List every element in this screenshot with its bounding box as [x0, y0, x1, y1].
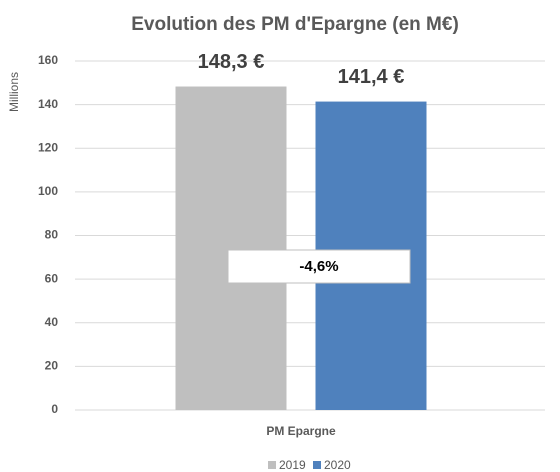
legend-swatch — [268, 461, 276, 469]
y-tick-label: 20 — [45, 359, 59, 373]
y-axis-label: Millions — [7, 72, 21, 112]
y-tick-label: 60 — [45, 271, 59, 285]
bar — [175, 86, 287, 410]
x-tick-label: PM Epargne — [266, 424, 336, 438]
chart-title: Evolution des PM d'Epargne (en M€) — [131, 14, 459, 35]
value-label: 148,3 € — [198, 51, 265, 73]
annotation: -4,6% — [299, 258, 338, 275]
legend-swatch — [313, 461, 321, 469]
y-tick-label: 140 — [38, 97, 58, 111]
y-tick-label: 40 — [45, 315, 59, 329]
y-tick-label: 120 — [38, 140, 58, 154]
legend-label: 2019 — [279, 458, 306, 472]
legend-label: 2020 — [324, 458, 351, 472]
y-tick-label: 80 — [45, 228, 59, 242]
value-label: 141,4 € — [338, 66, 405, 88]
annotation-box — [227, 249, 411, 284]
y-tick-label: 100 — [38, 184, 58, 198]
y-tick-label: 160 — [38, 53, 58, 67]
y-tick-label: 0 — [51, 402, 58, 416]
